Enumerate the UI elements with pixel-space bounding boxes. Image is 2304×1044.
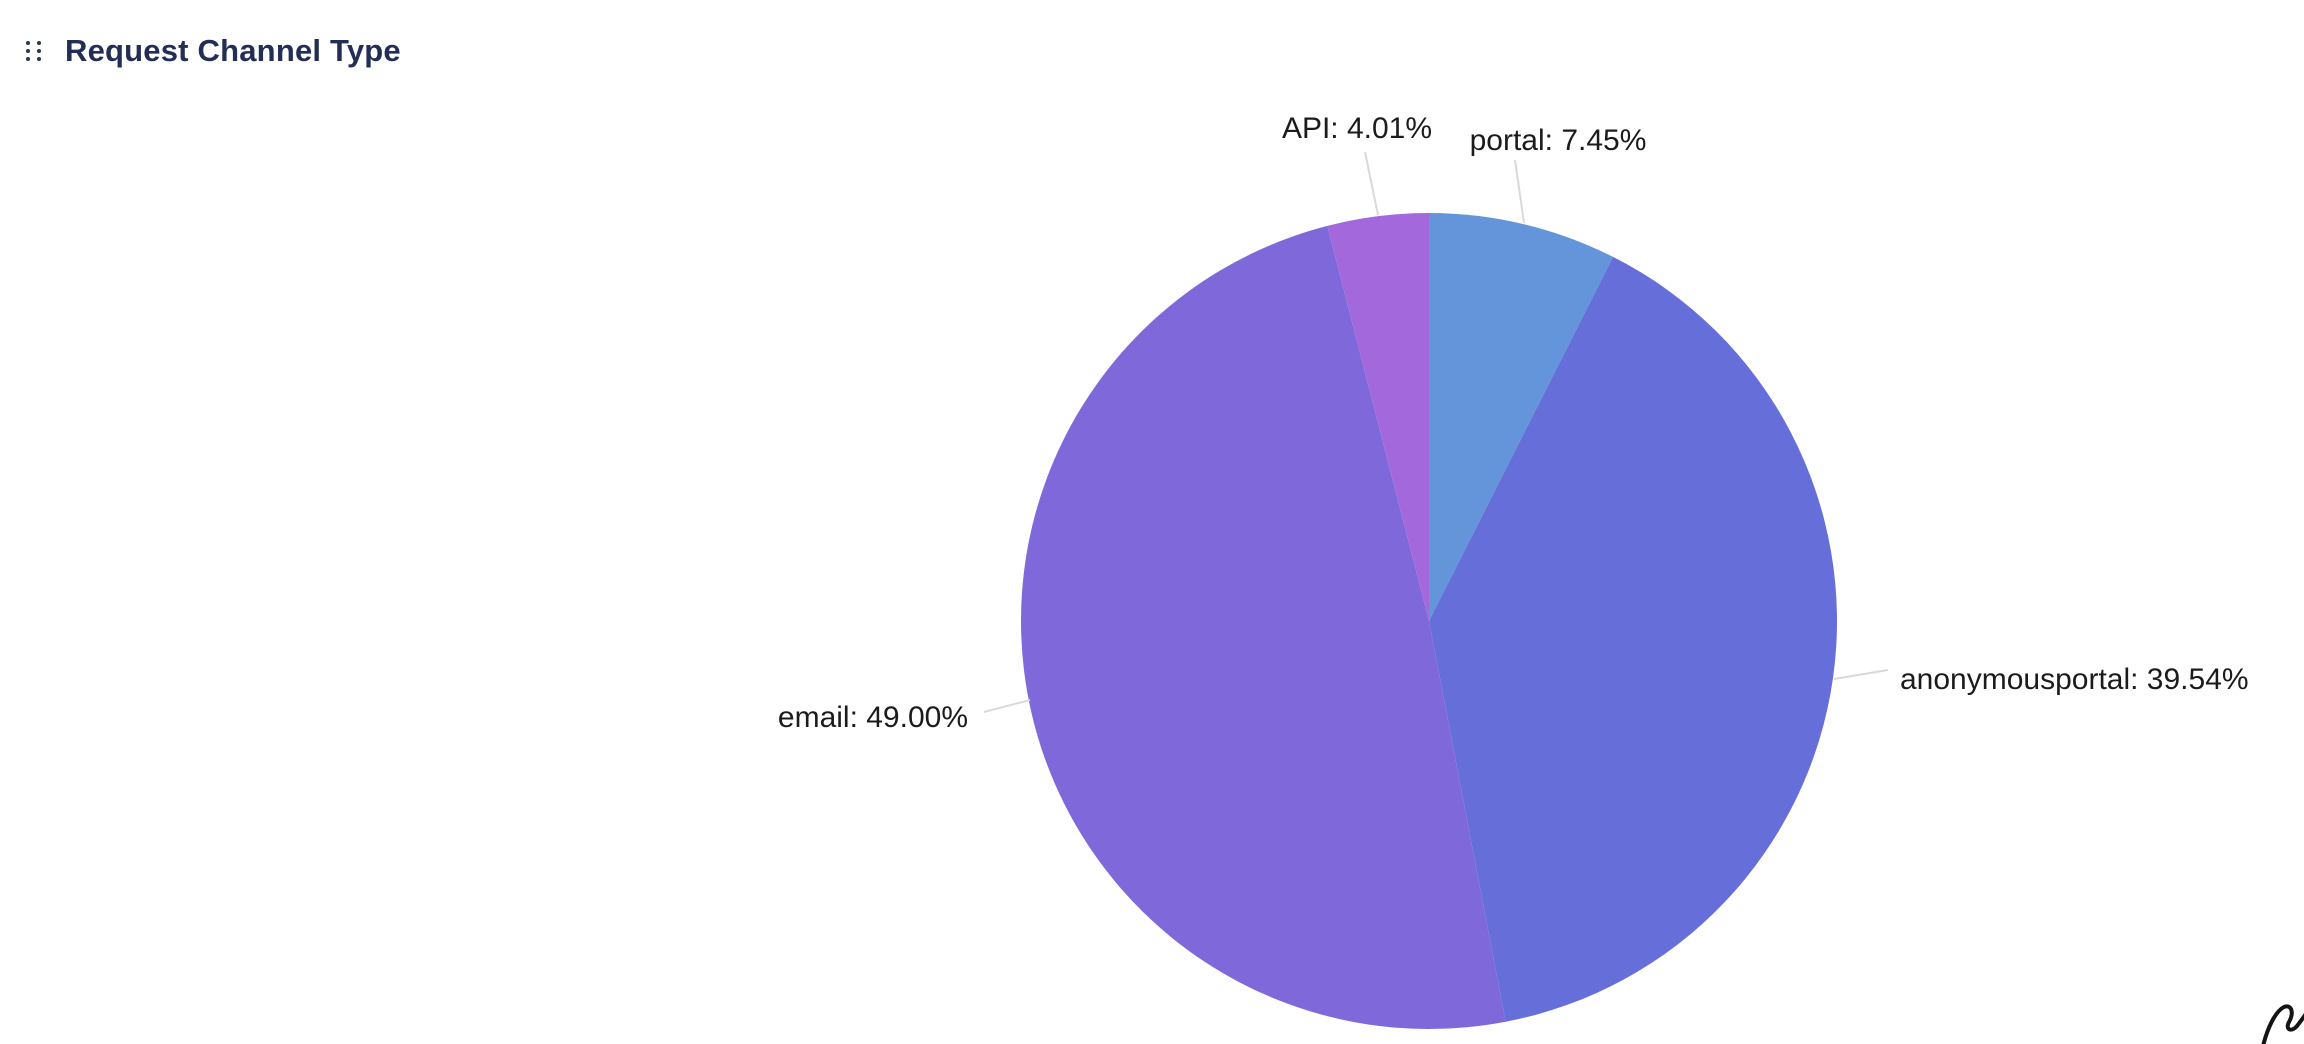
- slice-label-portal: portal: 7.45%: [1470, 124, 1647, 157]
- pie-slice-API[interactable]: [1327, 213, 1429, 621]
- widget-header: Request Channel Type: [0, 0, 2304, 80]
- pie-slice-email[interactable]: [1020, 225, 1506, 1030]
- slice-label-anonymousportal: anonymousportal: 39.54%: [1900, 663, 2249, 696]
- slice-label-API: API: 4.01%: [1282, 112, 1432, 145]
- label-line-API: [1364, 151, 1379, 216]
- widget-title: Request Channel Type: [65, 33, 401, 68]
- drag-handle-icon[interactable]: [26, 41, 42, 62]
- label-line-email: [983, 699, 1031, 713]
- slice-label-email: email: 49.00%: [778, 701, 968, 734]
- pie-slice-anonymousportal[interactable]: [1429, 256, 1837, 1022]
- label-line-anonymousportal: [1833, 669, 1889, 680]
- pie-slice-portal[interactable]: [1429, 213, 1614, 621]
- corner-scribble-icon: [2261, 1004, 2304, 1044]
- label-line-portal: [1514, 159, 1525, 224]
